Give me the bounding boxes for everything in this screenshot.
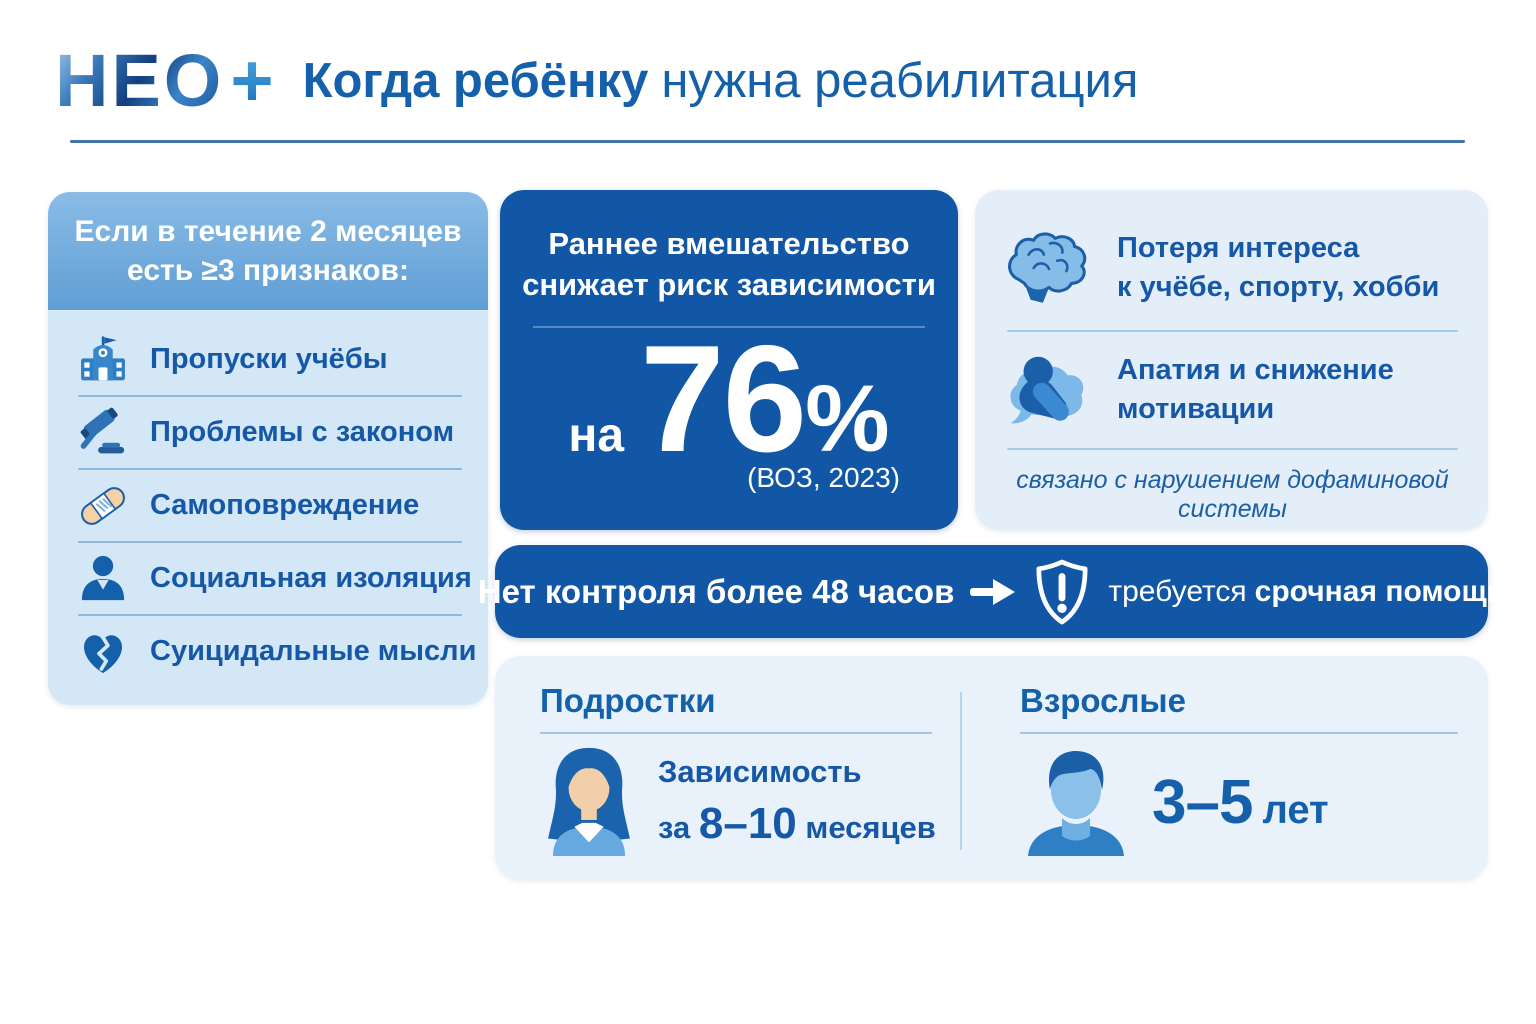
column-heading: Взрослые — [1020, 682, 1186, 719]
signs-panel-header: Если в течение 2 месяцев есть ≥3 признак… — [48, 192, 488, 310]
signs-header-line1: Если в течение 2 месяцев — [74, 215, 462, 248]
list-item-label: Потеря интереса к учёбе, спорту, хобби — [1117, 229, 1439, 307]
adults-duration-value: 3–5 — [1152, 768, 1253, 837]
divider — [1020, 732, 1458, 734]
person-icon — [76, 553, 130, 605]
divider — [78, 541, 462, 543]
list-item: Проблемы с законом — [76, 397, 464, 468]
stat-source: (ВОЗ, 2023) — [747, 461, 900, 493]
alert-condition-text: Нет контроля более 48 часов — [477, 572, 955, 610]
apathy-icon — [1003, 351, 1093, 429]
stat-title-line2: снижает риск зависимости — [522, 266, 936, 302]
teens-suffix: месяцев — [805, 810, 936, 846]
teens-outcome-line2: за 8–10 месяцев — [658, 793, 936, 855]
list-item-label: Апатия и снижение мотивации — [1117, 351, 1394, 429]
symptom-line2: к учёбе, спорту, хобби — [1117, 271, 1440, 303]
symptoms-panel: Потеря интереса к учёбе, спорту, хобби А… — [975, 190, 1488, 530]
divider — [1007, 448, 1458, 450]
broken-heart-icon — [76, 626, 130, 678]
stat-percent-sign: % — [805, 365, 890, 472]
list-item: Социальная изоляция — [76, 543, 472, 614]
divider — [540, 732, 932, 734]
symptom-line2: мотивации — [1117, 393, 1275, 425]
symptom-line1: Потеря интереса — [1117, 231, 1360, 264]
alert-band: Нет контроля более 48 часов требуется сро… — [478, 545, 1505, 638]
teens-outcome-line1: Зависимость — [658, 754, 862, 789]
school-icon — [76, 334, 130, 386]
arrow-right-icon — [970, 577, 1016, 607]
header-divider — [70, 140, 1465, 143]
divider — [960, 692, 962, 850]
list-item: Суицидальные мысли — [76, 616, 476, 687]
divider — [533, 325, 925, 328]
adult-man-avatar — [1020, 744, 1132, 861]
neo-plus-logo: НЕО+ — [55, 44, 277, 118]
stat-value-row: на 76 % — [500, 313, 958, 484]
stat-prefix: на — [568, 408, 625, 462]
adults-suffix: лет — [1262, 788, 1329, 832]
page-title: Когда ребёнку нужна реабилитация — [303, 53, 1139, 109]
stat-panel: Раннее вмешательство снижает риск зависи… — [500, 190, 958, 530]
list-item: Апатия и снижение мотивации — [1003, 342, 1462, 438]
teens-column: Подростки Зависимость за — [495, 656, 960, 880]
list-item: Самоповреждение — [76, 470, 464, 541]
page-title-regular: нужна реабилитация — [661, 54, 1139, 108]
brain-icon — [1003, 232, 1093, 304]
stat-title: Раннее вмешательство снижает риск зависи… — [500, 224, 958, 306]
symptom-line1: Апатия и снижение — [1117, 353, 1394, 386]
adults-outcome-text: 3–5 лет — [1152, 767, 1329, 838]
list-item-label: Пропуски учёбы — [150, 343, 388, 375]
teens-prefix: за — [658, 810, 691, 846]
column-heading: Подростки — [540, 682, 716, 719]
logo-plus-icon: + — [230, 39, 277, 122]
divider — [1007, 330, 1458, 332]
logo-text: НЕО — [55, 39, 225, 122]
divider — [78, 395, 462, 397]
teens-duration-value: 8–10 — [698, 799, 797, 849]
list-item-label: Проблемы с законом — [150, 416, 455, 448]
stat-title-line1: Раннее вмешательство — [548, 226, 910, 261]
divider — [78, 468, 462, 470]
header: НЕО+ Когда ребёнку нужна реабилитация — [55, 44, 1138, 118]
alert-action-bold: срочная помощь — [1254, 574, 1506, 608]
alert-action-text: требуется срочная помощь — [1108, 575, 1505, 609]
teen-girl-avatar — [540, 744, 638, 861]
divider — [78, 614, 462, 616]
stat-value: 76 — [640, 313, 807, 484]
list-item-label: Самоповреждение — [150, 489, 420, 521]
teens-outcome-text: Зависимость за 8–10 месяцев — [658, 750, 936, 855]
page-title-bold: Когда ребёнку — [302, 54, 649, 108]
signs-header-line2: есть ≥3 признаков: — [127, 254, 409, 287]
signs-panel: Если в течение 2 месяцев есть ≥3 признак… — [48, 192, 488, 705]
signs-list: Пропуски учёбы Пробл — [48, 310, 488, 687]
shield-alert-icon — [1032, 557, 1092, 627]
adults-column: Взрослые 3–5 лет — [960, 656, 1488, 880]
symptoms-footnote: связано с нарушением дофаминовой системы — [1016, 466, 1449, 523]
list-item-label: Социальная изоляция — [150, 562, 472, 594]
list-item: Пропуски учёбы — [76, 324, 464, 395]
list-item-label: Суицидальные мысли — [150, 635, 477, 667]
list-item: Потеря интереса к учёбе, спорту, хобби — [1003, 216, 1462, 320]
gavel-icon — [76, 407, 130, 459]
alert-action-regular: требуется — [1108, 574, 1247, 608]
bandage-icon — [76, 480, 130, 532]
outcomes-panel: Подростки Зависимость за — [495, 656, 1488, 880]
